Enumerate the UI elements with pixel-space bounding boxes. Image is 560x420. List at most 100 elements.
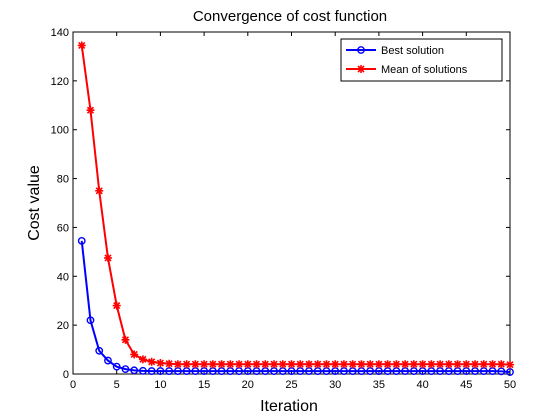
star-stroke bbox=[410, 360, 418, 368]
y-tick-label: 20 bbox=[57, 320, 69, 332]
data-point-mean-of-solutions bbox=[392, 360, 401, 369]
x-tick-label: 30 bbox=[329, 379, 341, 391]
data-point-mean-of-solutions bbox=[436, 360, 445, 369]
star-stroke bbox=[357, 360, 365, 368]
y-tick-label: 80 bbox=[57, 174, 69, 186]
star-stroke bbox=[384, 360, 392, 368]
data-point-mean-of-solutions bbox=[112, 301, 121, 310]
star-stroke bbox=[349, 360, 357, 368]
star-stroke bbox=[401, 360, 409, 368]
star-stroke bbox=[488, 360, 497, 368]
data-point-mean-of-solutions bbox=[130, 350, 139, 359]
legend-marker-best-solution bbox=[357, 46, 365, 54]
series-line-best-solution bbox=[80, 240, 511, 374]
data-point-best-solution bbox=[147, 367, 156, 375]
data-point-best-solution bbox=[104, 356, 112, 365]
chart-title: Convergence of cost function bbox=[193, 8, 387, 25]
x-tick-label: 20 bbox=[242, 379, 254, 391]
star-stroke bbox=[174, 360, 182, 368]
star-stroke bbox=[148, 358, 156, 366]
plot-area bbox=[72, 31, 511, 375]
star-stroke bbox=[121, 336, 130, 344]
data-point-mean-of-solutions bbox=[374, 360, 383, 369]
data-point-mean-of-solutions bbox=[427, 360, 436, 369]
series-mean-of-solutions bbox=[77, 41, 514, 369]
star-stroke bbox=[419, 360, 427, 368]
star-stroke bbox=[287, 360, 296, 368]
data-point-mean-of-solutions bbox=[191, 360, 200, 369]
x-tick-label: 25 bbox=[285, 379, 297, 391]
star-stroke bbox=[506, 361, 514, 369]
data-point-mean-of-solutions bbox=[471, 360, 480, 369]
star-stroke bbox=[331, 360, 339, 368]
data-point-mean-of-solutions bbox=[462, 360, 471, 369]
star-stroke bbox=[226, 360, 234, 368]
data-point-mean-of-solutions bbox=[488, 360, 497, 369]
star-stroke bbox=[156, 359, 164, 367]
star-stroke bbox=[392, 360, 400, 368]
x-tick-label: 45 bbox=[460, 379, 472, 391]
star-stroke bbox=[314, 360, 322, 368]
data-point-mean-of-solutions bbox=[95, 186, 104, 195]
star-stroke bbox=[113, 302, 121, 310]
data-point-mean-of-solutions bbox=[208, 360, 217, 369]
data-point-mean-of-solutions bbox=[121, 335, 130, 344]
star-stroke bbox=[322, 360, 331, 368]
data-point-mean-of-solutions bbox=[261, 360, 270, 369]
star-stroke bbox=[305, 360, 313, 368]
star-stroke bbox=[497, 360, 505, 368]
star-stroke bbox=[130, 350, 138, 359]
legend-marker-mean-of-solutions bbox=[357, 65, 365, 73]
data-point-mean-of-solutions bbox=[270, 360, 279, 369]
star-stroke bbox=[165, 360, 173, 368]
star-stroke bbox=[218, 360, 226, 368]
data-point-mean-of-solutions bbox=[409, 360, 418, 369]
data-point-mean-of-solutions bbox=[165, 359, 174, 368]
data-point-best-solution bbox=[86, 316, 95, 325]
data-point-best-solution bbox=[130, 366, 139, 375]
data-point-mean-of-solutions bbox=[348, 360, 357, 369]
star-stroke bbox=[270, 360, 278, 368]
star-stroke bbox=[453, 360, 462, 368]
data-point-mean-of-solutions bbox=[173, 360, 182, 369]
data-point-best-solution bbox=[139, 366, 147, 375]
data-point-best-solution bbox=[165, 367, 174, 375]
star-stroke bbox=[462, 360, 470, 368]
data-point-mean-of-solutions bbox=[103, 253, 112, 262]
star-stroke bbox=[340, 360, 348, 368]
star-stroke bbox=[261, 360, 269, 368]
data-point-mean-of-solutions bbox=[339, 360, 348, 369]
data-point-mean-of-solutions bbox=[243, 360, 252, 369]
legend-box bbox=[340, 38, 503, 82]
data-point-best-solution bbox=[95, 346, 104, 355]
legend-label-best-solution: Best solution bbox=[381, 45, 444, 57]
data-point-mean-of-solutions bbox=[156, 359, 165, 368]
data-point-mean-of-solutions bbox=[252, 360, 261, 369]
y-tick-label: 60 bbox=[57, 222, 69, 234]
x-tick-label: 5 bbox=[114, 379, 120, 391]
star-stroke bbox=[78, 41, 86, 50]
star-stroke bbox=[375, 360, 383, 368]
star-stroke bbox=[296, 360, 304, 368]
x-tick-label: 10 bbox=[154, 379, 166, 391]
data-point-mean-of-solutions bbox=[217, 360, 226, 369]
star-stroke bbox=[95, 187, 103, 195]
series-layer bbox=[77, 41, 514, 376]
star-stroke bbox=[445, 360, 453, 368]
y-tick-label: 120 bbox=[51, 76, 69, 88]
data-point-mean-of-solutions bbox=[357, 360, 366, 369]
data-point-mean-of-solutions bbox=[296, 360, 305, 369]
star-stroke bbox=[366, 360, 374, 368]
y-axis-label: Cost value bbox=[26, 165, 43, 241]
data-point-mean-of-solutions bbox=[383, 360, 392, 369]
star-stroke bbox=[86, 106, 95, 114]
data-point-mean-of-solutions bbox=[287, 360, 296, 369]
star-stroke bbox=[191, 360, 199, 368]
y-tick-label: 100 bbox=[51, 125, 69, 137]
star-stroke bbox=[279, 360, 287, 368]
data-point-mean-of-solutions bbox=[313, 360, 322, 369]
data-point-best-solution bbox=[112, 362, 121, 371]
data-point-mean-of-solutions bbox=[401, 360, 410, 369]
data-point-mean-of-solutions bbox=[226, 360, 235, 369]
data-point-mean-of-solutions bbox=[331, 360, 340, 369]
